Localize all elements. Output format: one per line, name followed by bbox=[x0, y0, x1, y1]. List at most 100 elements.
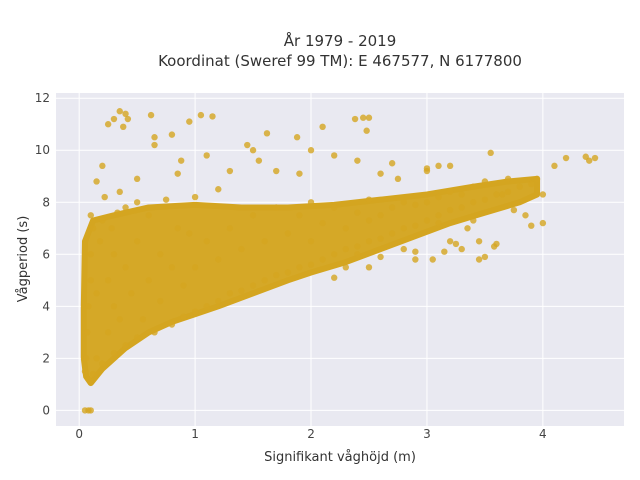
data-point bbox=[539, 191, 547, 198]
data-point bbox=[412, 222, 419, 229]
data-point bbox=[331, 274, 338, 281]
data-point bbox=[458, 245, 465, 253]
x-tick-label: 2 bbox=[307, 427, 315, 441]
data-point bbox=[87, 277, 94, 284]
data-point bbox=[203, 152, 210, 159]
data-point bbox=[191, 193, 199, 201]
data-point bbox=[226, 290, 234, 297]
data-point bbox=[122, 264, 129, 271]
y-tick-label: 8 bbox=[42, 195, 50, 209]
data-point bbox=[475, 238, 483, 245]
data-point bbox=[446, 206, 454, 214]
data-points bbox=[80, 108, 599, 414]
data-point bbox=[284, 230, 292, 237]
data-point bbox=[319, 123, 326, 131]
data-point bbox=[528, 222, 535, 229]
data-point bbox=[186, 118, 193, 125]
data-point bbox=[249, 282, 257, 289]
chart-title-line-2: Koordinat (Sweref 99 TM): E 467577, N 61… bbox=[158, 52, 522, 70]
data-point bbox=[128, 290, 135, 297]
data-point bbox=[110, 349, 118, 357]
data-point bbox=[249, 212, 257, 219]
data-point bbox=[191, 264, 199, 271]
data-point bbox=[162, 196, 170, 203]
data-point bbox=[354, 157, 361, 164]
data-point bbox=[122, 204, 129, 211]
data-point bbox=[168, 264, 176, 271]
data-point bbox=[331, 204, 338, 211]
data-point bbox=[351, 115, 359, 123]
data-point bbox=[342, 245, 349, 253]
data-point bbox=[533, 175, 541, 183]
data-point bbox=[458, 191, 465, 198]
data-point bbox=[504, 175, 512, 183]
data-point bbox=[203, 303, 210, 310]
data-point bbox=[429, 256, 436, 263]
data-point bbox=[586, 157, 593, 164]
data-point bbox=[359, 114, 367, 121]
data-point bbox=[104, 329, 112, 336]
data-point bbox=[365, 217, 373, 224]
data-point bbox=[87, 212, 94, 219]
data-point bbox=[331, 251, 338, 258]
data-point bbox=[319, 219, 326, 227]
data-point bbox=[203, 238, 210, 245]
data-point bbox=[377, 235, 384, 242]
y-tick-label: 10 bbox=[35, 143, 50, 157]
data-point bbox=[510, 206, 518, 214]
data-point bbox=[209, 113, 216, 120]
data-point bbox=[490, 243, 498, 250]
data-point bbox=[273, 271, 280, 279]
data-point bbox=[470, 217, 477, 224]
data-point bbox=[423, 165, 431, 172]
data-point bbox=[99, 217, 106, 224]
data-point bbox=[96, 238, 104, 245]
data-point bbox=[365, 196, 373, 203]
data-point bbox=[296, 212, 303, 219]
data-point bbox=[412, 201, 419, 209]
data-point bbox=[108, 225, 115, 232]
data-point bbox=[84, 329, 91, 336]
data-point bbox=[365, 114, 373, 121]
data-point bbox=[133, 199, 141, 206]
data-point bbox=[446, 162, 454, 170]
data-point bbox=[87, 251, 94, 258]
y-tick-label: 2 bbox=[42, 351, 50, 365]
data-point bbox=[104, 277, 112, 284]
data-point bbox=[174, 225, 181, 232]
data-point bbox=[435, 212, 442, 219]
data-point bbox=[504, 188, 512, 196]
data-point bbox=[470, 183, 477, 190]
data-point bbox=[186, 230, 193, 237]
data-point bbox=[263, 130, 271, 137]
data-point bbox=[124, 115, 132, 123]
data-point bbox=[174, 170, 181, 177]
data-point bbox=[114, 209, 121, 216]
data-point bbox=[331, 152, 338, 159]
data-point bbox=[464, 225, 471, 232]
data-point bbox=[81, 368, 89, 375]
data-point bbox=[177, 157, 185, 164]
y-axis-ticks: 0 2 4 6 8 10 12 bbox=[35, 91, 50, 417]
data-point bbox=[151, 134, 158, 141]
data-point bbox=[562, 154, 570, 162]
data-point bbox=[168, 131, 176, 138]
data-point bbox=[400, 245, 407, 253]
data-point bbox=[458, 204, 465, 211]
x-tick-label: 1 bbox=[191, 427, 199, 441]
data-point bbox=[87, 378, 94, 385]
data-point bbox=[93, 178, 100, 185]
x-tick-label: 4 bbox=[539, 427, 547, 441]
chart-title-line-1: År 1979 - 2019 bbox=[284, 31, 397, 50]
data-point bbox=[151, 141, 158, 149]
data-point bbox=[122, 342, 129, 349]
data-point bbox=[168, 321, 176, 328]
data-point bbox=[441, 248, 448, 255]
data-point bbox=[377, 170, 384, 177]
data-point bbox=[261, 277, 268, 284]
data-point bbox=[481, 178, 489, 185]
data-point bbox=[110, 303, 118, 310]
data-point bbox=[157, 251, 164, 258]
data-point bbox=[82, 355, 90, 362]
data-point bbox=[293, 134, 301, 141]
